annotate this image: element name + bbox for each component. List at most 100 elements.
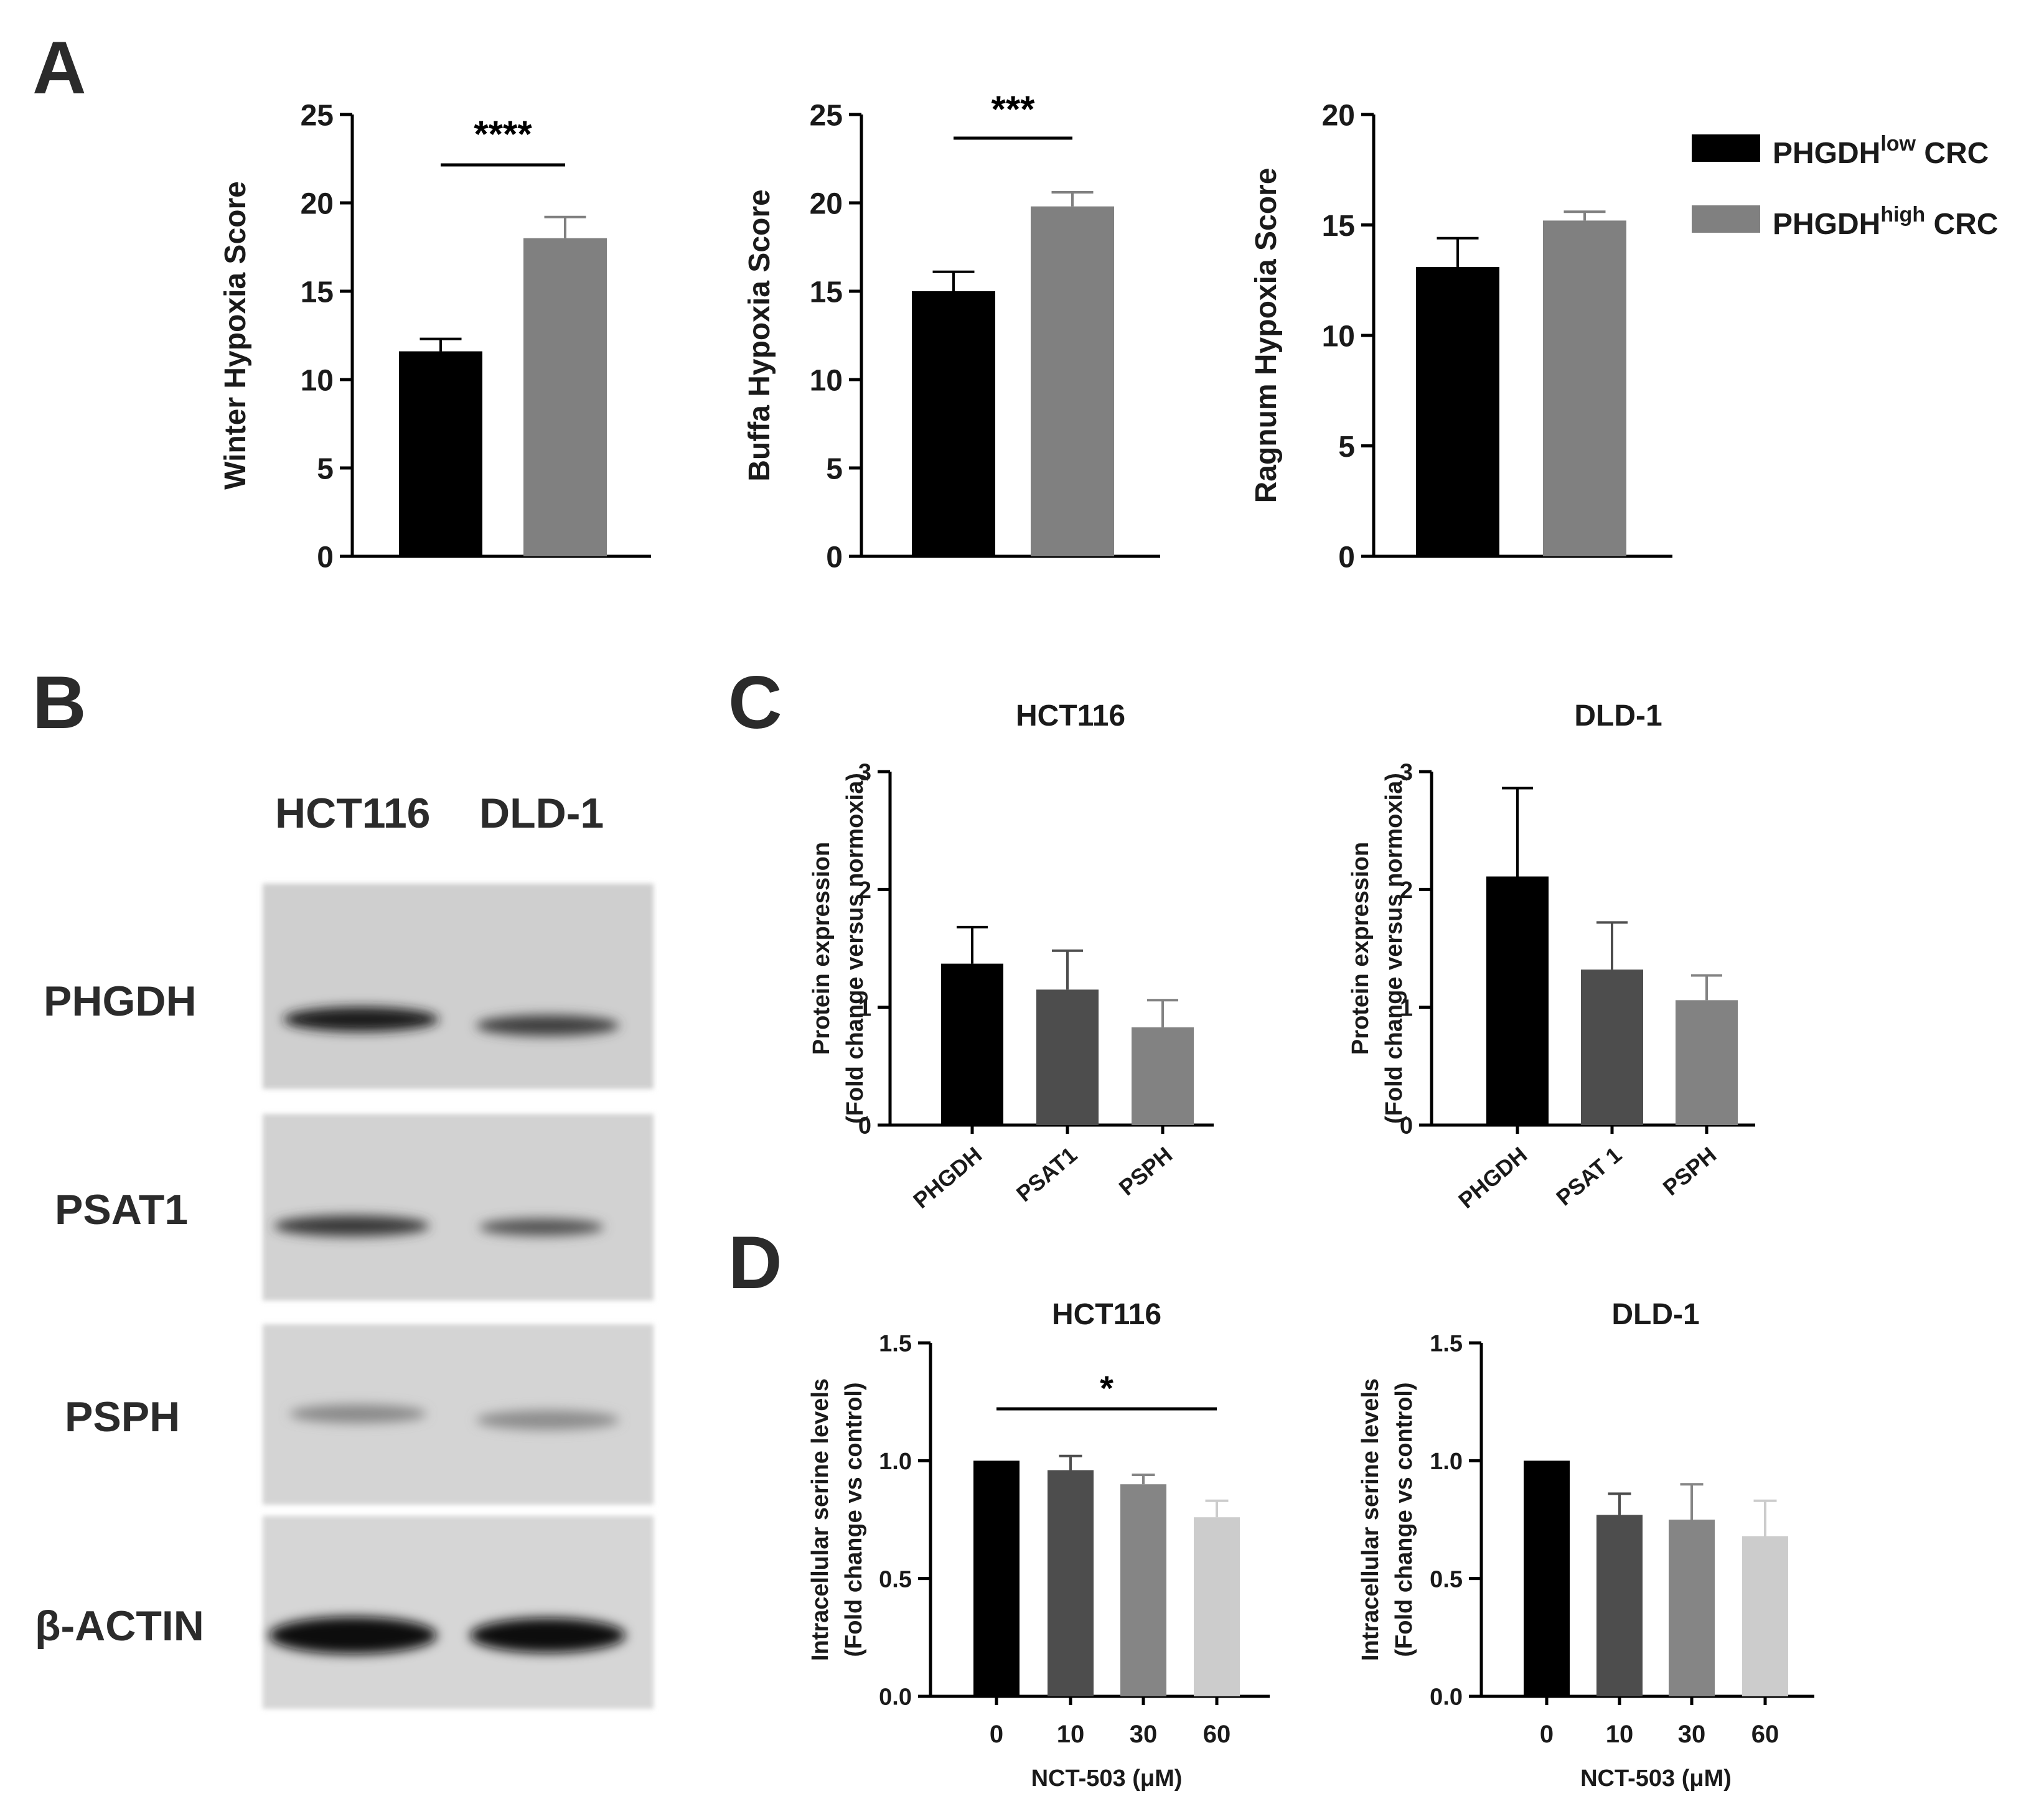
y-tick-label: 2 (858, 877, 871, 904)
bar (1543, 220, 1626, 556)
y-tick-label: 10 (810, 364, 843, 397)
y-tick-label: 0 (826, 541, 843, 574)
bar (523, 238, 607, 556)
western-blot: HCT116 DLD-1 PHGDH PSAT1 PSPH β-ACTIN (35, 790, 654, 1709)
y-tick-label: 10 (1322, 320, 1355, 353)
y-tick-label: 2 (1400, 877, 1413, 904)
bar (1031, 206, 1114, 556)
blot-protein-label-phgdh: PHGDH (44, 978, 197, 1025)
x-tick-label: 30 (1130, 1721, 1158, 1748)
y-axis-label-2: (Fold change vs control) (841, 1382, 867, 1657)
x-tick-label: 60 (1203, 1721, 1231, 1748)
bar (399, 351, 482, 556)
y-tick-label: 0.0 (879, 1685, 912, 1711)
chart-winter-hypoxia: 0 5 10 15 20 25 Winter Hypoxia Score **** (219, 99, 651, 574)
x-tick-label: 30 (1678, 1721, 1706, 1748)
chart-title: DLD-1 (1574, 699, 1662, 732)
y-tick-label: 0 (1400, 1113, 1413, 1139)
blot-band-psph-dld1 (476, 1410, 619, 1430)
y-tick-label: 20 (301, 187, 334, 220)
y-tick-label: 1.0 (879, 1449, 912, 1475)
y-tick-label: 3 (858, 760, 871, 786)
y-axis-label: Protein expression (1348, 842, 1374, 1055)
legend-swatch-low (1692, 134, 1760, 162)
blot-band-psph-hct116 (289, 1404, 426, 1423)
bar (1524, 1460, 1570, 1696)
bar (912, 291, 995, 556)
y-tick-label: 5 (1338, 431, 1355, 464)
chart-title: HCT116 (1052, 1298, 1161, 1331)
blot-band-phgdh-hct116 (283, 1007, 439, 1032)
significance-stars: **** (474, 113, 532, 155)
y-tick-label: 15 (301, 276, 334, 309)
blot-band-psat1-dld1 (479, 1218, 604, 1236)
y-tick-label: 25 (810, 99, 843, 132)
y-axis-label-2: (Fold change vs control) (1391, 1382, 1417, 1657)
y-tick-label: 20 (1322, 99, 1355, 132)
bar (1669, 1520, 1715, 1696)
legend-swatch-high (1692, 205, 1760, 233)
legend-label-high: PHGDHhigh CRC (1773, 203, 1998, 241)
bar (1194, 1517, 1240, 1696)
y-axis-label: Winter Hypoxia Score (219, 181, 252, 490)
y-tick-label: 5 (826, 452, 843, 485)
bar (1581, 970, 1643, 1125)
chart-serine-hct116: 0.0 0.5 1.0 1.5 Intracellular serine levels (… (807, 1298, 1270, 1792)
bar (1036, 989, 1099, 1125)
x-tick-label: 0 (990, 1721, 1003, 1748)
significance-stars: *** (991, 88, 1035, 130)
y-axis-label: Buffa Hypoxia Score (743, 189, 776, 481)
bar (1120, 1484, 1166, 1696)
blot-band-actin-hct116 (269, 1617, 437, 1654)
blot-protein-label-psat1: PSAT1 (55, 1186, 188, 1233)
legend-label-low: PHGDHlow CRC (1773, 132, 1989, 170)
y-tick-label: 3 (1400, 760, 1413, 786)
x-axis-label: NCT-503 (μM) (1580, 1765, 1732, 1792)
bar (1742, 1536, 1788, 1696)
y-tick-label: 1.5 (879, 1331, 912, 1357)
y-tick-label: 0 (1338, 541, 1355, 574)
x-tick-label: 60 (1751, 1721, 1779, 1748)
y-tick-label: 0 (858, 1113, 871, 1139)
y-tick-label: 10 (301, 364, 334, 397)
x-axis-label: NCT-503 (μM) (1031, 1765, 1183, 1792)
blot-strip-psat1 (263, 1114, 654, 1301)
y-tick-label: 25 (301, 99, 334, 132)
chart-title: HCT116 (1016, 699, 1125, 732)
blot-lane-label-hct116: HCT116 (275, 790, 430, 837)
chart-title: DLD-1 (1611, 1298, 1699, 1331)
blot-band-phgdh-dld1 (476, 1015, 619, 1036)
y-axis-label: Intracellular serine levels (807, 1378, 833, 1661)
x-tick-label: 10 (1606, 1721, 1634, 1748)
x-tick-label: PHGDH (1453, 1142, 1532, 1213)
chart-buffa-hypoxia: 0 5 10 15 20 25 Buffa Hypoxia Score *** (743, 88, 1160, 574)
x-tick-label: PSAT1 (1011, 1142, 1082, 1207)
y-axis-label: Ragnum Hypoxia Score (1250, 168, 1283, 503)
bar (1132, 1027, 1194, 1125)
x-tick-label: PSPH (1114, 1142, 1177, 1200)
panel-letter-b: B (32, 661, 87, 744)
bar (941, 963, 1003, 1125)
bar (1676, 1000, 1738, 1125)
bar (1596, 1515, 1643, 1696)
x-tick-label: 0 (1540, 1721, 1554, 1748)
x-tick-label: PSPH (1658, 1142, 1721, 1200)
bar (1048, 1470, 1094, 1696)
y-tick-label: 1 (858, 995, 871, 1021)
x-tick-label: PHGDH (908, 1142, 987, 1213)
y-axis-label-2: (Fold change versus normoxia) (842, 773, 868, 1124)
y-tick-label: 1.5 (1430, 1331, 1463, 1357)
y-tick-label: 0 (317, 541, 334, 574)
blot-protein-label-psph: PSPH (65, 1393, 180, 1441)
x-tick-label: PSAT 1 (1551, 1142, 1626, 1211)
y-tick-label: 0.5 (1430, 1566, 1463, 1592)
blot-strip-actin (263, 1516, 654, 1709)
y-tick-label: 15 (1322, 210, 1355, 243)
significance-stars: * (1100, 1368, 1113, 1408)
y-axis-label: Protein expression (809, 842, 835, 1055)
chart-ragnum-hypoxia: 0 5 10 15 20 Ragnum Hypoxia Score (1250, 99, 1672, 574)
y-axis-label: Intracellular serine levels (1357, 1378, 1384, 1661)
bar (973, 1460, 1020, 1696)
bar (1416, 266, 1499, 556)
